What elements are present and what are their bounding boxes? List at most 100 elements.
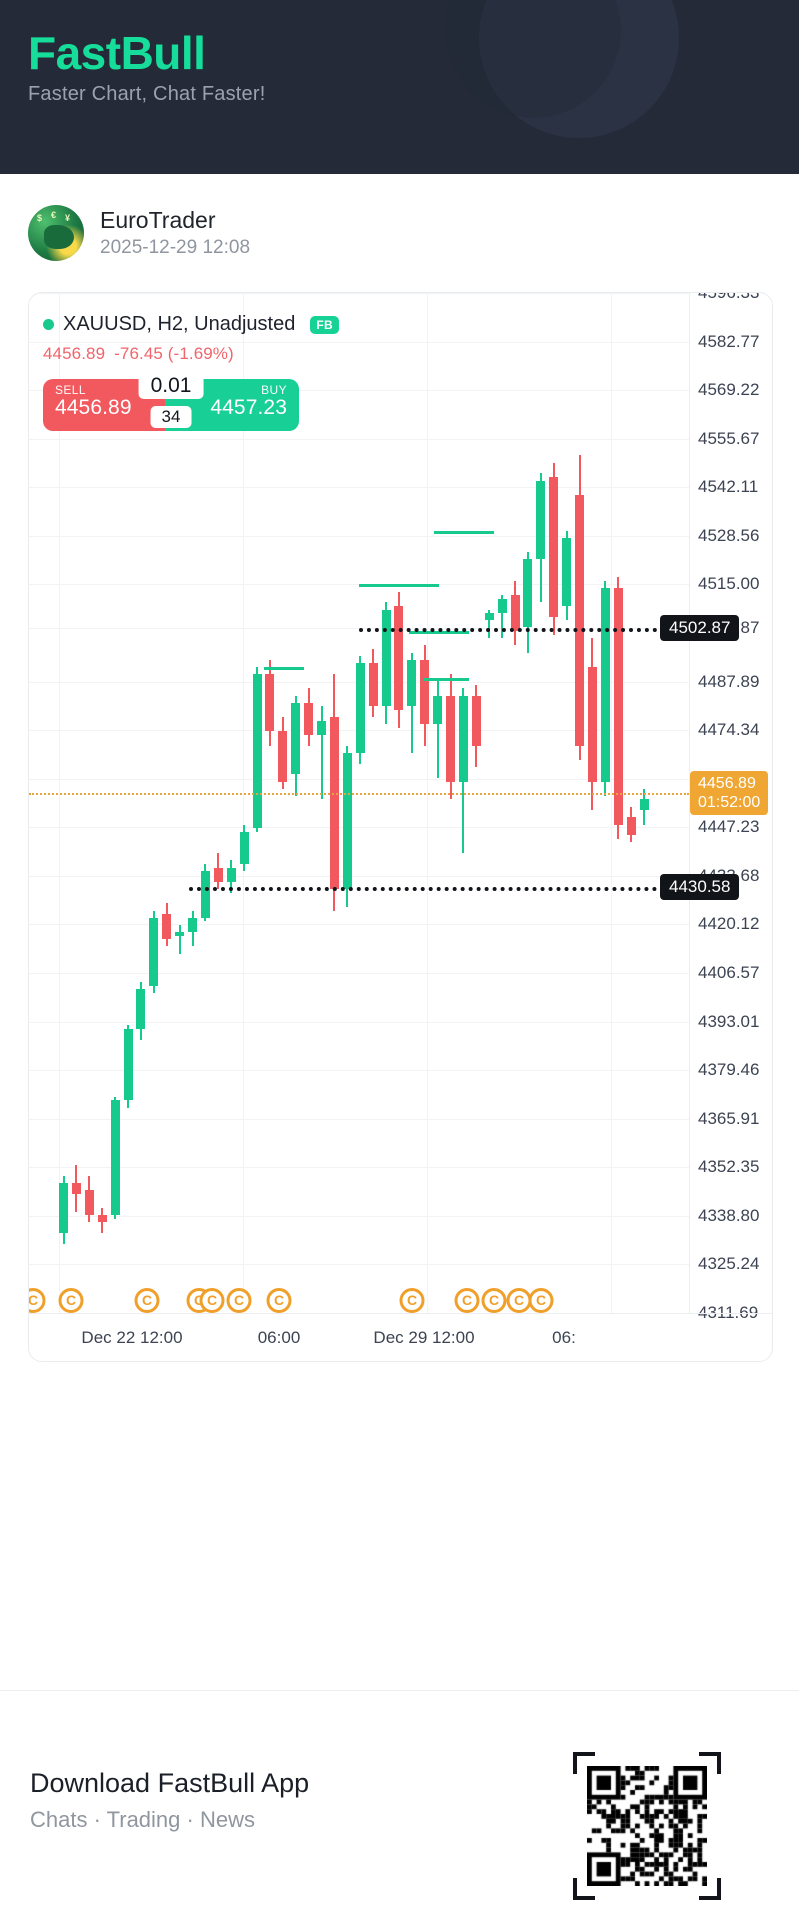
economic-event-marker[interactable]: C — [454, 1288, 480, 1313]
candle-body — [200, 871, 210, 918]
grid-line-horizontal — [29, 487, 689, 489]
candlestick — [226, 293, 236, 1313]
candle-body — [162, 914, 172, 940]
candlestick — [510, 293, 520, 1313]
buy-label: BUY — [261, 383, 287, 397]
avatar-globe-landmass — [44, 225, 74, 249]
candlestick — [265, 293, 275, 1313]
price-axis-tick: 4555.67 — [698, 428, 760, 448]
price-axis-tick: 4406.57 — [698, 963, 760, 982]
candlestick — [123, 293, 133, 1313]
candlestick — [446, 293, 455, 1313]
candle-body — [407, 659, 417, 707]
candlestick — [304, 293, 314, 1313]
deal-ticket[interactable]: SELL 4456.89 BUY 4457.23 0.01 34 — [43, 373, 299, 431]
chart-plot-area[interactable]: XAUUSD, H2, Unadjusted FB 4456.89 -76.45 … — [29, 293, 689, 1313]
candle-body — [433, 695, 443, 725]
candlestick — [626, 293, 636, 1313]
order-level-line[interactable] — [359, 584, 439, 588]
avatar: $ € ¥ — [28, 205, 84, 261]
current-price-badge[interactable]: 4456.89 01:52:00 — [690, 770, 769, 815]
economic-event-marker[interactable]: C — [134, 1288, 160, 1313]
avatar-symbol-dollar: $ — [37, 213, 43, 223]
time-axis[interactable]: Dec 22 12:00 06:00 Dec 29 12:00 06: C C C C C C C C… — [29, 1288, 772, 1361]
candle-body — [239, 831, 249, 864]
candle-body — [549, 476, 559, 617]
candlestick — [355, 293, 365, 1313]
economic-event-marker[interactable]: C — [399, 1288, 425, 1313]
order-level-line[interactable] — [264, 666, 304, 670]
candle-body — [329, 717, 339, 890]
time-axis-tick: 06:00 — [257, 1328, 301, 1347]
price-axis-tick: 4569.22 — [698, 380, 760, 400]
candlestick — [71, 293, 81, 1313]
grid-line-horizontal — [29, 778, 689, 780]
candle-body — [562, 537, 572, 606]
price-level-line[interactable] — [189, 886, 689, 891]
economic-event-marker[interactable]: C — [528, 1288, 554, 1313]
candle-wick — [320, 706, 323, 800]
chart-card[interactable]: XAUUSD, H2, Unadjusted FB 4456.89 -76.45 … — [28, 292, 773, 1362]
time-axis-tick: Dec 29 12:00 — [373, 1328, 475, 1347]
price-axis-tick: 4474.34 — [698, 720, 760, 740]
candlestick — [213, 293, 223, 1313]
grid-line-vertical — [611, 293, 612, 1313]
candle-body — [523, 559, 533, 628]
download-title: Download FastBull App — [30, 1768, 310, 1798]
candlestick — [433, 293, 443, 1313]
candle-body — [342, 752, 352, 890]
candle-body — [368, 663, 378, 707]
spread-value: 34 — [150, 406, 192, 428]
economic-event-marker[interactable]: C — [29, 1288, 46, 1313]
resistance-level-badge[interactable]: 4502.87 — [660, 614, 740, 641]
current-price-value: 4456.89 — [698, 774, 756, 792]
candle-body — [110, 1100, 120, 1216]
chart-symbol-label: XAUUSD, H2, Unadjusted — [63, 313, 296, 335]
price-axis-tick: 4515.00 — [698, 574, 760, 594]
candle-body — [59, 1182, 68, 1234]
candlestick — [110, 293, 120, 1313]
legend-change-abs: -76.45 — [114, 344, 163, 363]
order-level-line[interactable] — [424, 677, 469, 681]
legend-last-price: 4456.89 — [43, 344, 106, 363]
candlestick — [84, 293, 94, 1313]
support-level-badge[interactable]: 4430.58 — [660, 873, 740, 900]
qr-code[interactable] — [573, 1752, 721, 1900]
economic-event-marker[interactable]: C — [58, 1288, 84, 1313]
candlestick — [575, 293, 584, 1313]
candle-wick — [488, 609, 491, 639]
order-level-line[interactable] — [434, 530, 494, 534]
candle-body — [575, 494, 584, 746]
economic-event-marker[interactable]: C — [226, 1288, 252, 1313]
candle-body — [600, 588, 610, 782]
economic-event-marker[interactable]: C — [199, 1288, 225, 1313]
price-axis-tick: 4596.33 — [698, 292, 760, 302]
candlestick — [317, 293, 326, 1313]
price-level-line[interactable] — [359, 627, 689, 632]
candlestick — [368, 293, 378, 1313]
candle-body — [149, 917, 159, 986]
price-axis-tick: 4542.11 — [698, 477, 759, 497]
candlestick — [175, 293, 185, 1313]
lot-size-input[interactable]: 0.01 — [138, 373, 204, 399]
grid-line-horizontal — [29, 1070, 689, 1072]
candle-body — [587, 666, 597, 782]
time-axis-tick: 06: — [552, 1328, 576, 1347]
grid-line-horizontal — [29, 1264, 689, 1266]
order-level-line[interactable] — [409, 631, 469, 635]
candle-body — [226, 867, 236, 882]
economic-event-marker[interactable]: C — [266, 1288, 292, 1313]
candle-body — [471, 695, 481, 746]
candlestick — [639, 293, 649, 1313]
candle-body — [355, 663, 365, 753]
candle-wick — [436, 681, 439, 778]
post-timestamp: 2025-12-29 12:08 — [100, 237, 251, 258]
price-axis[interactable]: 4596.33 4582.77 4569.22 4555.67 4542.11 4528.… — [660, 292, 772, 1322]
grid-line-horizontal — [29, 973, 689, 974]
candlestick — [162, 293, 172, 1313]
economic-event-marker[interactable]: C — [481, 1288, 507, 1313]
current-price-line — [29, 792, 689, 795]
sell-label: SELL — [55, 383, 86, 397]
candlestick — [549, 293, 559, 1313]
qr-corner-top-left — [573, 1752, 595, 1774]
